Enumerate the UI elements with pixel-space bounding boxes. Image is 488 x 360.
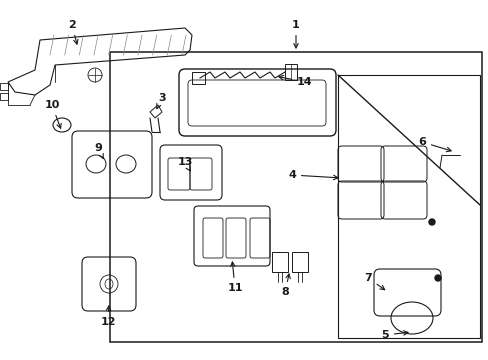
Circle shape: [428, 219, 434, 225]
Text: 1: 1: [291, 20, 299, 48]
Text: 13: 13: [177, 157, 192, 171]
Text: 10: 10: [44, 100, 61, 128]
Text: 2: 2: [68, 20, 78, 44]
Text: 9: 9: [94, 143, 103, 159]
Circle shape: [434, 275, 440, 281]
Text: 14: 14: [278, 76, 312, 87]
Text: 5: 5: [381, 330, 407, 340]
Text: 12: 12: [100, 306, 116, 327]
Text: 6: 6: [417, 137, 450, 152]
Text: 7: 7: [364, 273, 384, 290]
Text: 3: 3: [156, 93, 165, 109]
Text: 4: 4: [287, 170, 337, 180]
Text: 11: 11: [227, 262, 242, 293]
Text: 8: 8: [281, 274, 290, 297]
